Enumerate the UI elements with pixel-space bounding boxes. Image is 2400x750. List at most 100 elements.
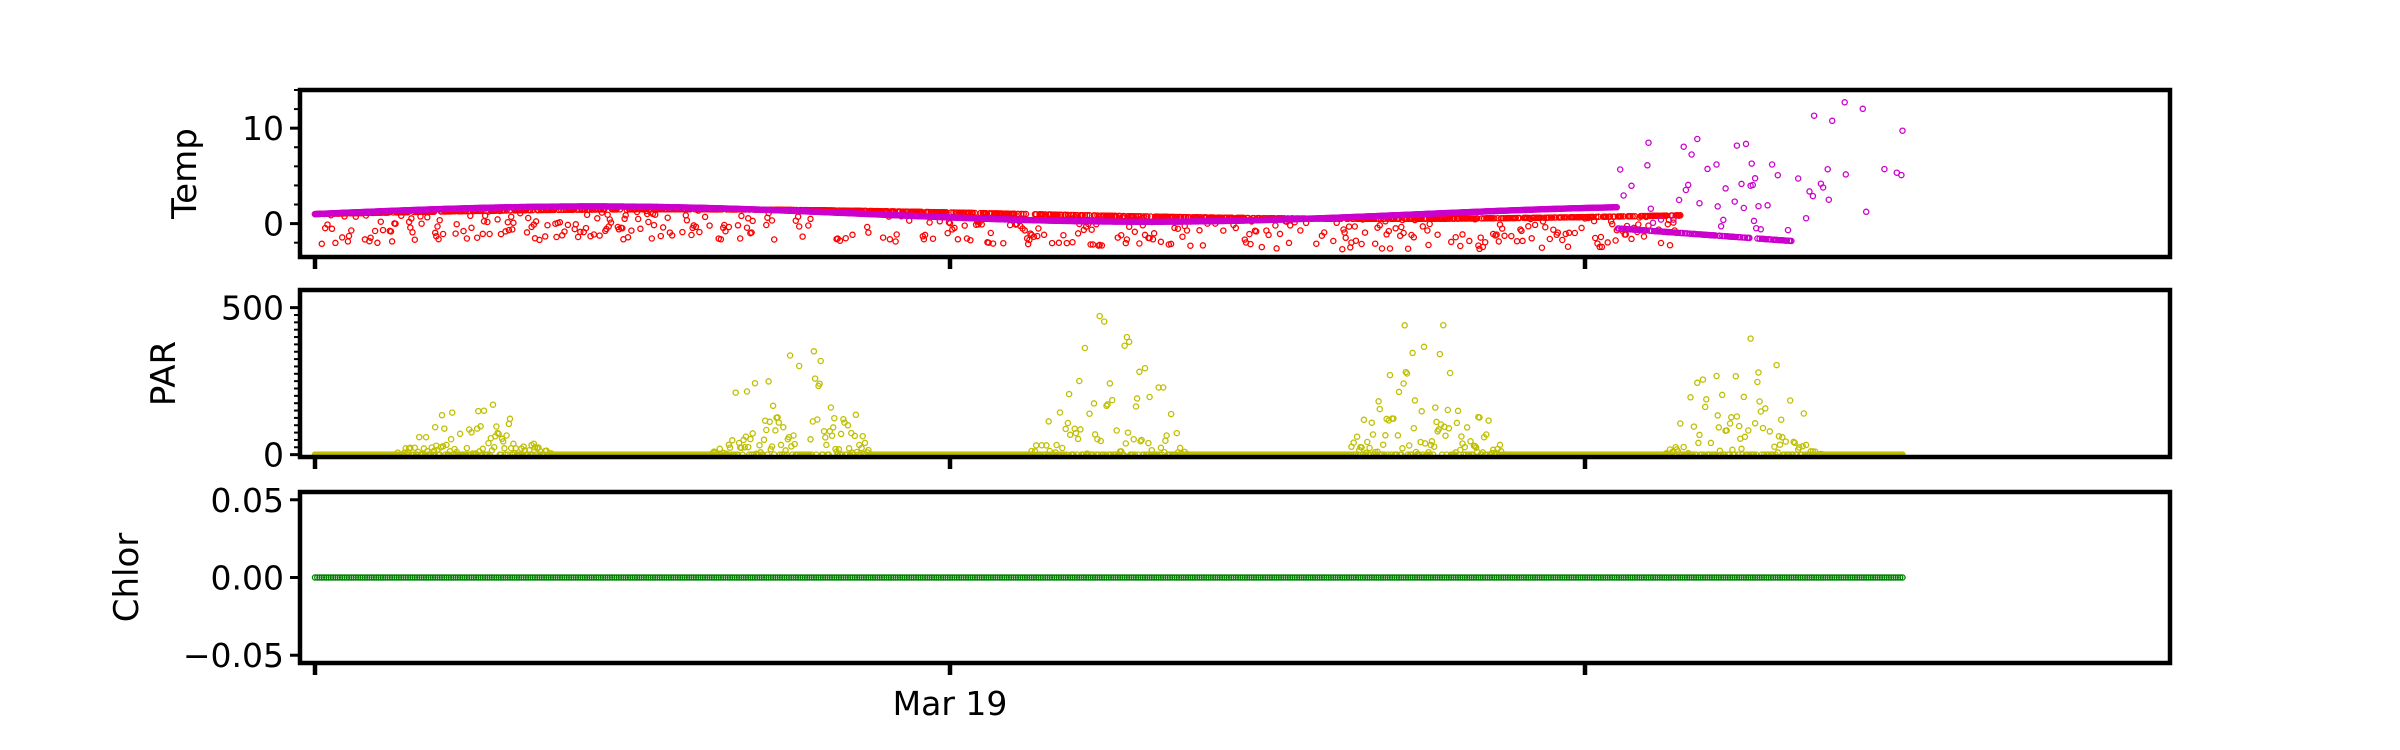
data-point [1772, 574, 1779, 581]
data-point [1266, 574, 1274, 581]
data-point [1590, 574, 1598, 581]
data-point [332, 574, 339, 581]
data-point [776, 574, 784, 581]
data-point [1496, 441, 1504, 449]
data-point [504, 218, 512, 226]
data-point [501, 445, 508, 452]
data-point [1695, 574, 1702, 581]
data-point [912, 574, 920, 581]
data-point [1754, 378, 1761, 386]
data-point [741, 443, 749, 451]
data-point [1393, 574, 1401, 581]
data-point [608, 574, 616, 581]
data-point [667, 574, 675, 581]
data-point [531, 574, 539, 581]
data-point [486, 230, 493, 238]
data-point [1597, 574, 1605, 581]
data-point [1527, 574, 1534, 581]
data-point [325, 574, 332, 581]
data-point [1647, 205, 1655, 212]
data-point [1776, 441, 1784, 448]
data-point [1484, 574, 1491, 581]
data-point [1000, 239, 1007, 247]
data-point [397, 574, 405, 581]
data-point [1687, 394, 1694, 401]
data-point [1063, 239, 1071, 247]
data-point [1677, 420, 1684, 427]
data-point [1447, 238, 1455, 246]
data-point [706, 574, 713, 581]
data-point [509, 226, 516, 233]
data-point [484, 218, 491, 226]
data-point [791, 440, 798, 448]
data-point [1316, 574, 1323, 581]
data-point [1146, 393, 1153, 401]
data-point [1444, 406, 1452, 414]
data-point [479, 230, 487, 238]
data-point [1774, 171, 1782, 179]
data-point [1125, 338, 1133, 346]
data-point [1640, 233, 1648, 240]
data-point [1745, 427, 1752, 434]
data-point [1410, 234, 1418, 241]
data-point [681, 574, 688, 581]
data-point [1424, 227, 1431, 234]
data-point [485, 439, 492, 447]
data-point [1341, 574, 1348, 581]
data-point [1809, 192, 1817, 200]
data-point [1518, 574, 1525, 581]
data-point [1386, 245, 1394, 252]
data-point [744, 574, 752, 581]
data-point [1581, 574, 1589, 581]
data-point [685, 574, 693, 581]
data-point [1729, 574, 1736, 581]
data-point [1540, 214, 1548, 221]
data-point [1350, 574, 1357, 581]
data-point [523, 229, 531, 236]
data-point [504, 574, 512, 581]
data-point [1483, 431, 1490, 438]
data-point [460, 227, 467, 235]
data-point [1373, 574, 1380, 581]
data-point [828, 574, 836, 581]
data-point [367, 234, 374, 241]
data-point [778, 574, 786, 581]
data-point [722, 574, 729, 581]
data-point [845, 445, 853, 452]
data-point [1777, 416, 1785, 423]
data-point [859, 432, 866, 440]
data-point [422, 433, 430, 441]
data-point [1645, 574, 1652, 581]
data-point [480, 407, 488, 414]
data-point [768, 217, 776, 224]
data-point [1713, 161, 1720, 168]
data-point [1302, 574, 1310, 581]
data-point [1032, 442, 1040, 449]
data-point [769, 402, 777, 410]
data-point [819, 574, 827, 581]
data-point [878, 574, 886, 581]
data-point [1463, 424, 1471, 431]
data-point [928, 574, 936, 581]
data-point [1074, 435, 1082, 443]
data-point [1681, 574, 1689, 581]
data-point [1077, 426, 1084, 433]
data-point [1286, 222, 1294, 229]
data-point [892, 238, 899, 245]
data-point [1810, 112, 1818, 119]
data-point [1696, 431, 1703, 439]
data-point [729, 574, 736, 581]
data-point [524, 214, 532, 222]
data-point [659, 224, 667, 231]
data-point [1139, 574, 1147, 581]
data-point [582, 224, 590, 232]
data-point [664, 214, 671, 221]
data-point [1020, 210, 1027, 218]
data-point [1773, 361, 1780, 369]
data-point [1096, 312, 1103, 320]
data-point [1802, 214, 1810, 222]
data-point [1370, 574, 1378, 581]
data-point [1577, 574, 1584, 581]
